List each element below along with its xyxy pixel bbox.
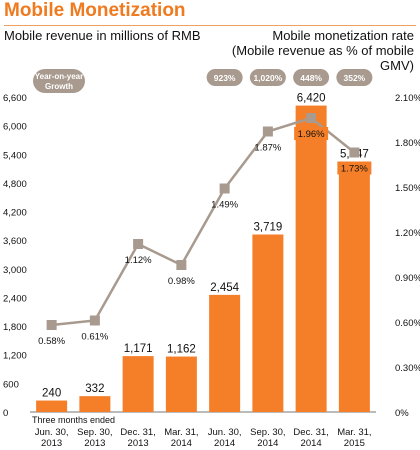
title-divider [4, 25, 416, 26]
category-label: 2014 [301, 438, 322, 449]
category-label: 2014 [214, 438, 235, 449]
revenue-bar [338, 161, 370, 412]
revenue-bar [295, 105, 327, 412]
left-tick-label: 4,800 [3, 179, 27, 190]
yoy-growth-pill [336, 69, 373, 86]
right-tick-label: 0.60% [395, 318, 420, 329]
revenue-bar-label: 3,719 [253, 222, 282, 234]
left-tick-label: 2,400 [3, 293, 27, 304]
right-axis-title-line2: (Mobile revenue as % of mobile GMV) [231, 43, 414, 73]
left-tick-label: 6,600 [3, 93, 27, 104]
yoy-growth-value: 448% [300, 73, 322, 83]
category-label: 2014 [257, 438, 278, 449]
page-title: Mobile Monetization [4, 0, 186, 21]
category-label: Sep. 30, [77, 427, 112, 438]
category-label: 2013 [84, 438, 105, 449]
revenue-bar [36, 400, 68, 412]
right-tick-label: 0.90% [395, 273, 420, 284]
category-label: Mar. 31, [164, 427, 198, 438]
category-label: Jun. 30, [35, 427, 69, 438]
right-axis-title: Mobile monetization rate (Mobile revenue… [204, 28, 414, 73]
monetization-rate-label: 1.12% [125, 255, 152, 266]
monetization-rate-marker [349, 147, 360, 158]
right-tick-label: 0% [395, 408, 409, 419]
left-tick-label: 0 [3, 408, 8, 419]
left-tick-label: 600 [3, 379, 19, 390]
yoy-growth-value: 1,020% [253, 73, 282, 83]
monetization-rate-label: 1.96% [298, 129, 325, 140]
monetization-rate-marker [306, 113, 317, 123]
yoy-growth-pill [249, 69, 286, 86]
category-label: Jun. 30, [208, 427, 242, 438]
revenue-bar [209, 294, 241, 412]
left-tick-label: 6,000 [3, 122, 27, 133]
revenue-bar [79, 396, 111, 412]
left-tick-label: 5,400 [3, 150, 27, 161]
revenue-bar-label: 1,171 [124, 343, 153, 355]
monetization-rate-marker [176, 260, 187, 270]
right-tick-label: 0.30% [395, 363, 420, 374]
revenue-bar-label: 240 [42, 388, 61, 400]
monetization-rate-marker [133, 239, 144, 249]
right-tick-label: 1.50% [395, 183, 420, 194]
monetization-rate-label: 0.58% [38, 336, 65, 347]
yoy-growth-label: Year-on-year [35, 72, 83, 81]
monetization-rate-marker [89, 315, 100, 326]
revenue-bar [165, 356, 197, 412]
yoy-growth-pill [33, 69, 85, 93]
right-tick-label: 1.80% [395, 138, 420, 149]
category-label: 2014 [171, 438, 192, 449]
revenue-bar [122, 356, 154, 412]
monetization-rate-marker [46, 320, 57, 330]
left-tick-label: 3,000 [3, 265, 27, 276]
left-tick-label: 4,200 [3, 208, 27, 219]
revenue-bar-label: 6,420 [297, 93, 326, 105]
yoy-growth-pill [206, 69, 243, 86]
left-tick-label: 1,800 [3, 322, 27, 333]
yoy-growth-value: 352% [344, 73, 366, 83]
left-tick-label: 1,200 [3, 351, 27, 362]
monetization-rate-label: 1.87% [254, 143, 281, 154]
monetization-rate-label: 1.73% [341, 164, 368, 175]
category-label: Mar. 31, [337, 427, 371, 438]
monetization-rate-label: 1.49% [211, 200, 238, 211]
left-axis-title: Mobile revenue in millions of RMB [4, 28, 201, 43]
revenue-bar [252, 234, 284, 412]
monetization-rate-line [51, 116, 356, 327]
yoy-growth-value: 923% [214, 73, 236, 83]
yoy-growth-pill [293, 69, 330, 86]
monetization-rate-marker [219, 183, 230, 194]
monetization-rate-label: 0.98% [168, 276, 195, 287]
monetization-rate-label-bg [337, 161, 372, 175]
category-label: 2013 [41, 438, 62, 449]
category-label: Dec. 31, [293, 427, 328, 438]
yoy-growth-label: Growth [45, 82, 73, 91]
right-tick-label: 1.20% [395, 228, 420, 239]
category-label: 2013 [128, 438, 149, 449]
right-tick-label: 2.10% [395, 93, 420, 104]
category-label: Dec. 31, [120, 427, 155, 438]
revenue-bar-label: 1,162 [167, 344, 196, 356]
category-label: Sep. 30, [250, 427, 285, 438]
monetization-rate-marker [262, 126, 273, 137]
right-axis-title-line1: Mobile monetization rate [272, 28, 414, 43]
monetization-rate-label-bg [294, 127, 329, 140]
revenue-bar-label: 332 [85, 383, 104, 395]
revenue-bar-label: 2,454 [210, 282, 239, 294]
category-label: 2015 [344, 438, 365, 449]
x-axis-note: Three months ended [32, 415, 115, 425]
left-tick-label: 3,600 [3, 236, 27, 247]
monetization-rate-label: 0.61% [81, 332, 108, 343]
